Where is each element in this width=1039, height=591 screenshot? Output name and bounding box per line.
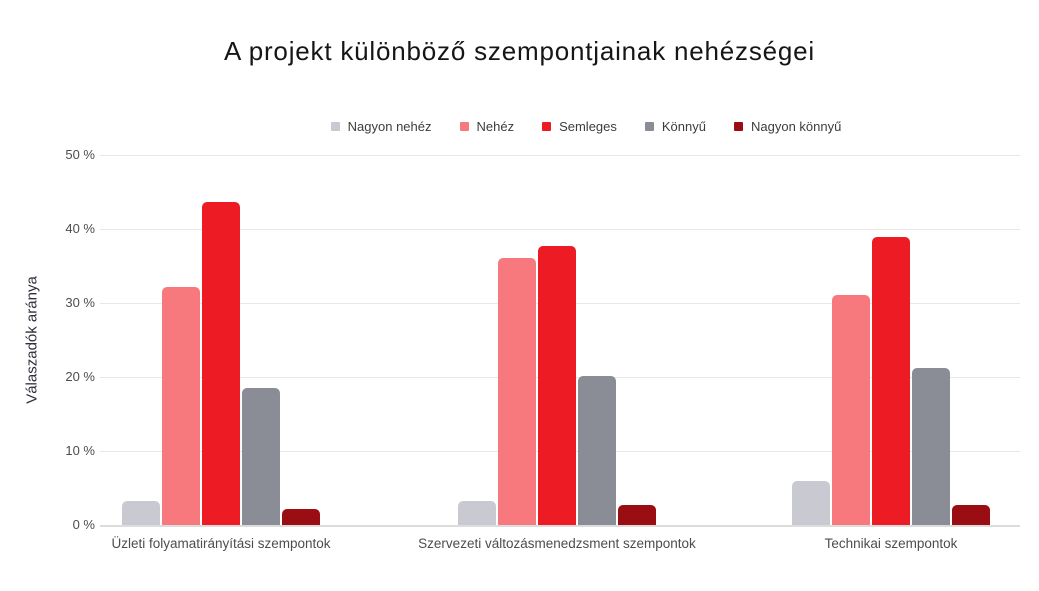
x-axis-label: Üzleti folyamatirányítási szempontok <box>111 536 331 551</box>
x-axis-line <box>100 525 1020 527</box>
legend-swatch-icon <box>459 122 469 131</box>
bar-konnyu <box>242 388 280 525</box>
legend-swatch-icon <box>733 122 743 131</box>
y-tick-label: 50 % <box>65 147 95 162</box>
x-axis-label: Technikai szempontok <box>824 536 958 551</box>
legend-item-nehez[interactable]: Nehéz <box>459 119 515 134</box>
y-tick-label: 10 % <box>65 443 95 458</box>
chart-title: A projekt különböző szempontjainak nehéz… <box>223 36 816 66</box>
legend-swatch-icon <box>330 122 340 131</box>
bar-nagyon-nehez <box>122 501 160 525</box>
gridline <box>100 155 1020 156</box>
legend-label: Nehéz <box>476 119 515 134</box>
bar-konnyu <box>578 376 616 525</box>
bar-nagyon-konnyu <box>282 508 320 525</box>
bar-group <box>792 237 990 525</box>
legend-swatch-icon <box>644 122 654 131</box>
gridline <box>100 229 1020 230</box>
bar-group <box>122 201 320 525</box>
bar-nehez <box>498 257 536 525</box>
bar-konnyu <box>912 368 950 525</box>
legend-item-konnyu[interactable]: Könnyű <box>644 119 706 134</box>
bar-nehez <box>162 286 200 525</box>
bar-group <box>458 246 656 525</box>
legend-label: Nagyon nehéz <box>347 119 432 134</box>
x-axis-label: Szervezeti változásmenedzsment szemponto… <box>418 536 696 551</box>
bar-nagyon-konnyu <box>618 505 656 525</box>
legend-label: Semleges <box>559 119 617 134</box>
bar-semleges <box>872 237 910 525</box>
bar-nehez <box>832 294 870 525</box>
bar-semleges <box>202 201 240 525</box>
legend-swatch-icon <box>542 122 552 131</box>
y-tick-label: 40 % <box>65 221 95 236</box>
legend-label: Nagyon könnyű <box>750 119 842 134</box>
legend: Nagyon nehéz Nehéz Semleges Könnyű Nagyon kö… <box>126 119 1039 134</box>
bar-nagyon-nehez <box>792 481 830 525</box>
plot-area <box>100 155 1020 527</box>
y-tick-label: 20 % <box>65 369 95 384</box>
y-tick-label: 30 % <box>65 295 95 310</box>
bar-semleges <box>538 246 576 525</box>
legend-item-semleges[interactable]: Semleges <box>542 119 617 134</box>
bar-nagyon-nehez <box>458 501 496 525</box>
legend-item-nagyon-konnyu[interactable]: Nagyon könnyű <box>733 119 842 134</box>
legend-item-nagyon-nehez[interactable]: Nagyon nehéz <box>330 119 432 134</box>
bar-nagyon-konnyu <box>952 505 990 525</box>
y-tick-label: 0 % <box>72 517 95 532</box>
legend-label: Könnyű <box>661 119 706 134</box>
